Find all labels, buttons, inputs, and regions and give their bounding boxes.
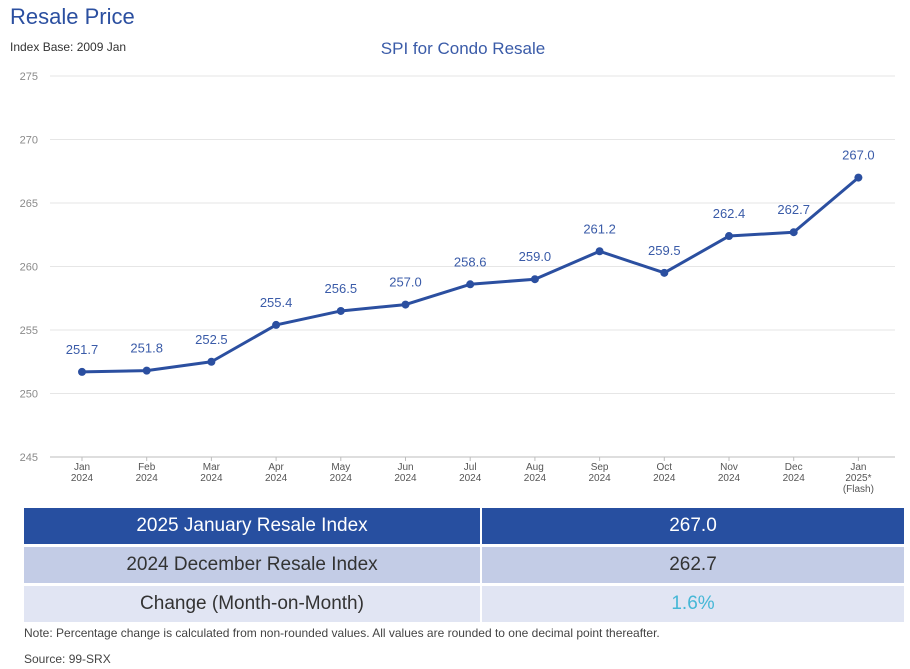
data-point <box>789 228 798 237</box>
data-label: 261.2 <box>583 221 616 236</box>
data-point <box>660 268 669 277</box>
y-tick-label: 245 <box>20 452 38 464</box>
summary-row-previous: 2024 December Resale Index 262.7 <box>24 547 904 583</box>
x-tick-label: Jul 2024 <box>459 462 482 484</box>
data-label: 256.5 <box>325 281 358 296</box>
x-tick-label: Jan 2025* (Flash) <box>843 462 874 495</box>
data-label: 267.0 <box>842 148 875 163</box>
x-tick-label: Sep 2024 <box>588 462 611 484</box>
page-title: Resale Price <box>10 4 135 29</box>
data-point <box>530 275 539 284</box>
x-tick-label: Mar 2024 <box>200 462 223 484</box>
x-tick-label: Feb 2024 <box>136 462 159 484</box>
y-tick-label: 260 <box>20 262 38 274</box>
summary-row-change: Change (Month-on-Month) 1.6% <box>24 586 904 622</box>
data-point <box>336 306 345 315</box>
y-tick-label: 255 <box>20 325 38 337</box>
data-label: 251.8 <box>130 341 163 356</box>
data-label: 259.0 <box>519 249 552 264</box>
data-point <box>207 357 216 366</box>
y-tick-label: 265 <box>20 198 38 210</box>
data-label: 255.4 <box>260 295 293 310</box>
data-point <box>78 367 86 376</box>
data-label: 262.7 <box>777 202 810 217</box>
y-tick-label: 275 <box>20 71 38 83</box>
chart-title: SPI for Condo Resale <box>381 39 545 58</box>
data-point <box>854 173 863 182</box>
data-label: 252.5 <box>195 332 228 347</box>
summary-value-current: 267.0 <box>480 508 904 544</box>
data-point <box>466 280 475 289</box>
data-label: 262.4 <box>713 206 746 221</box>
summary-label-previous: 2024 December Resale Index <box>24 547 480 583</box>
footnote: Note: Percentage change is calculated fr… <box>24 626 660 640</box>
x-tick-label: Aug 2024 <box>524 462 547 484</box>
data-point <box>272 320 281 329</box>
x-tick-label: Jun 2024 <box>394 462 417 484</box>
data-label: 251.7 <box>66 342 99 357</box>
summary-value-previous: 262.7 <box>480 547 904 583</box>
x-tick-label: Dec 2024 <box>783 462 806 484</box>
x-tick-label: Nov 2024 <box>718 462 741 484</box>
data-label: 257.0 <box>389 275 422 290</box>
y-tick-label: 270 <box>20 135 38 147</box>
x-tick-label: May 2024 <box>330 462 353 484</box>
x-tick-label: Oct 2024 <box>653 462 676 484</box>
summary-label-change: Change (Month-on-Month) <box>24 586 480 622</box>
line-chart: SPI for Condo Resale 245 250 255 260 265 270 2… <box>0 34 910 504</box>
data-point <box>401 300 410 309</box>
y-tick-label: 250 <box>20 389 38 401</box>
source-label: Source: 99-SRX <box>24 652 111 666</box>
x-tick-label: Apr 2024 <box>265 462 288 484</box>
data-point <box>142 366 151 375</box>
index-base-label: Index Base: 2009 Jan <box>10 40 127 54</box>
summary-value-change: 1.6% <box>480 586 904 622</box>
summary-table: 2025 January Resale Index 267.0 2024 Dec… <box>24 505 904 625</box>
data-label: 259.5 <box>648 243 681 258</box>
x-tick-label: Jan 2024 <box>71 462 94 484</box>
data-point <box>595 247 604 256</box>
summary-label-current: 2025 January Resale Index <box>24 508 480 544</box>
summary-row-current: 2025 January Resale Index 267.0 <box>24 508 904 544</box>
chart-svg: SPI for Condo Resale 245 250 255 260 265 270 2… <box>20 39 895 495</box>
data-label: 258.6 <box>454 254 487 269</box>
data-point <box>725 232 733 241</box>
